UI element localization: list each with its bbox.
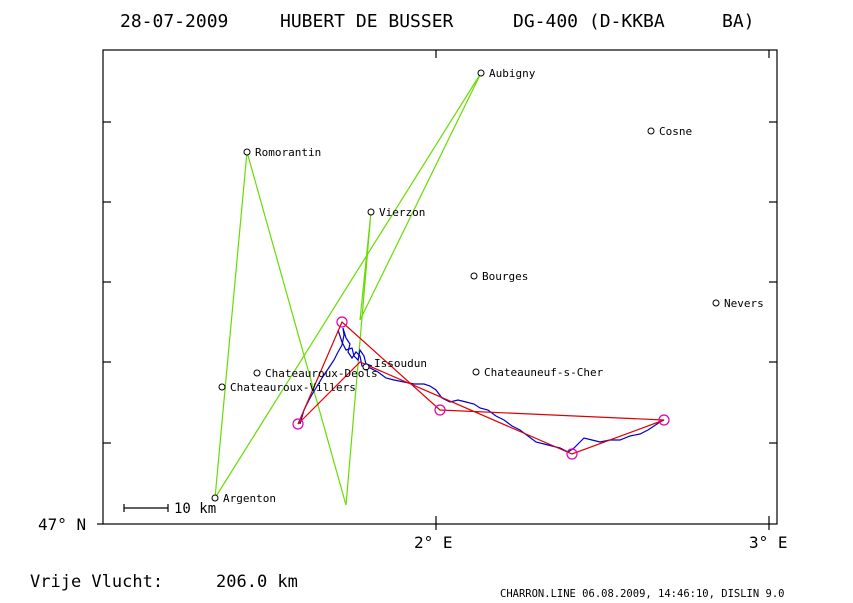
- turnpoint-marker: [336, 316, 348, 328]
- town-label-chateauroux-villers: Chateauroux-Villers: [230, 381, 356, 394]
- turnpoint-marker: [292, 418, 304, 430]
- glider-type: DG-400 (D-KKBA: [513, 11, 665, 32]
- turnpoint-marker: [658, 414, 670, 426]
- town-marker-nevers: [712, 299, 720, 307]
- program-info: CHARRON.LINE 06.08.2009, 14:46:10, DISLI…: [500, 588, 784, 600]
- town-marker-aubigny: [477, 69, 485, 77]
- town-label-romorantin: Romorantin: [255, 146, 321, 159]
- task-line: [214, 72, 482, 506]
- pilot-name: HUBERT DE BUSSER: [280, 11, 454, 32]
- town-marker-vierzon: [367, 208, 375, 216]
- town-label-chateauroux-deols: Chateauroux-Deols: [265, 367, 378, 380]
- distance-value: 206.0 km: [216, 572, 298, 592]
- town-marker-cosne: [647, 127, 655, 135]
- town-marker-bourges: [470, 272, 478, 280]
- longitude-label-3e: 3° E: [749, 533, 788, 552]
- map-title: 28-07-2009 HUBERT DE BUSSER DG-400 (D-KK…: [120, 11, 755, 32]
- town-label-aubigny: Aubigny: [489, 67, 536, 80]
- axis-ticks: [97, 50, 777, 530]
- flight-track: [299, 327, 665, 453]
- scale-bar: 10 km: [123, 501, 216, 517]
- town-label-chateauneuf-s-cher: Chateauneuf-s-Cher: [484, 366, 604, 379]
- flight-date: 28-07-2009: [120, 11, 228, 32]
- turnpoint-marker: [434, 404, 446, 416]
- longitude-label-2e: 2° E: [414, 533, 453, 552]
- town-label-bourges: Bourges: [482, 270, 528, 283]
- flight-track-segment: [337, 329, 373, 367]
- scored-triangle: [297, 320, 665, 455]
- turnpoint-markers: [292, 316, 670, 460]
- scale-bar-label: 10 km: [174, 501, 216, 517]
- town-marker-chateauroux-villers: [218, 383, 226, 391]
- town-label-issoudun: Issoudun: [374, 357, 427, 370]
- town-label-argenton: Argenton: [223, 492, 276, 505]
- town-label-vierzon: Vierzon: [379, 206, 425, 219]
- turnpoint-marker: [566, 448, 578, 460]
- town-marker-issoudun: [362, 363, 370, 371]
- plot-frame: [102, 49, 778, 525]
- town-marker-argenton: [211, 494, 219, 502]
- town-label-cosne: Cosne: [659, 125, 692, 138]
- town-markers: Aubigny Cosne Romorantin Vierzon Bourges Neve…: [211, 67, 764, 505]
- latitude-label: 47° N: [38, 515, 86, 534]
- glider-class: BA): [722, 11, 755, 32]
- town-marker-romorantin: [243, 148, 251, 156]
- town-marker-chateauroux-deols: [253, 369, 261, 377]
- distance-label: Vrije Vlucht:: [30, 572, 163, 592]
- town-label-nevers: Nevers: [724, 297, 764, 310]
- town-marker-chateauneuf-s-cher: [472, 368, 480, 376]
